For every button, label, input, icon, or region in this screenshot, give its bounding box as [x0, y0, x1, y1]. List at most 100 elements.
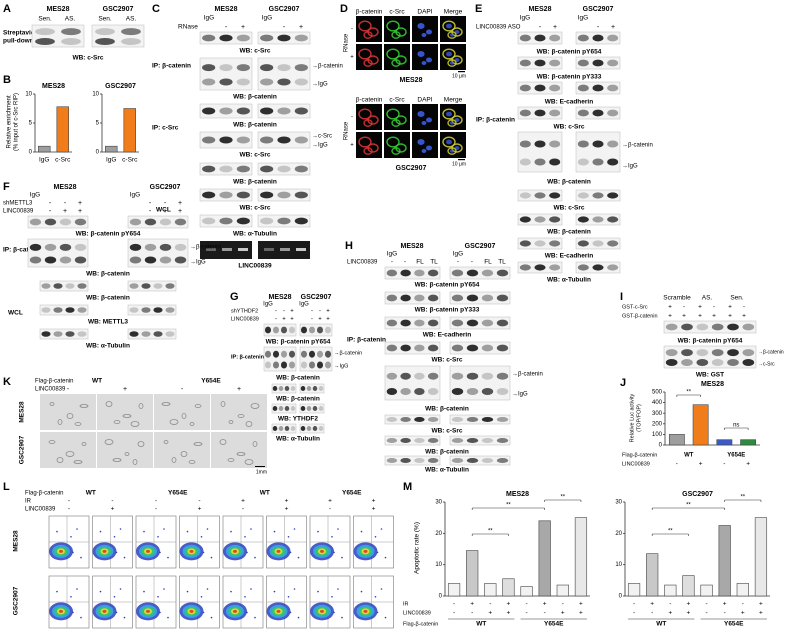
cell-label: GSC2907 [465, 243, 496, 250]
band [549, 59, 561, 67]
band [236, 107, 250, 115]
lane-sign: + [728, 304, 732, 311]
gel-band [222, 248, 232, 251]
label: c-Src [389, 97, 405, 104]
lane-sign: - [64, 200, 67, 207]
label: →IgG [312, 82, 328, 88]
label: RNase [344, 33, 350, 52]
event [76, 528, 78, 530]
event [331, 536, 333, 538]
sphere [169, 419, 179, 425]
event [380, 588, 383, 590]
band [306, 425, 312, 432]
band [236, 165, 250, 173]
lane-sign: - [283, 309, 285, 315]
band [414, 344, 425, 352]
band [466, 319, 479, 327]
blot [257, 103, 311, 119]
label: WT [86, 490, 96, 497]
lane-sign: - [49, 200, 52, 207]
band [74, 256, 87, 264]
lane-sign: + [507, 610, 511, 617]
band [742, 323, 755, 331]
blot-label: WB: α-Tubulin [425, 467, 469, 474]
label: →IgG [312, 143, 328, 149]
bar [627, 583, 641, 597]
bar [754, 517, 768, 597]
band [577, 109, 589, 117]
sphere [163, 440, 169, 444]
density [276, 549, 281, 553]
scale-bar [458, 159, 465, 161]
band [534, 216, 546, 223]
band [549, 140, 561, 148]
event [157, 596, 159, 598]
density [363, 549, 368, 553]
band [414, 319, 425, 327]
band [272, 385, 278, 392]
sphere [161, 402, 171, 406]
label: WT [476, 621, 486, 628]
blot-label: WB: β-catenin [233, 94, 277, 101]
sphere [65, 451, 75, 457]
band [260, 78, 274, 86]
band [665, 359, 678, 366]
lane-sign: AS. [65, 16, 76, 23]
label: shYTHDF2 [231, 308, 258, 314]
cell [386, 20, 400, 32]
lane-sign: - [705, 610, 707, 617]
event [293, 588, 296, 590]
band [264, 361, 272, 369]
blot-label: WB: β-catenin pY333 [415, 307, 480, 314]
band [427, 372, 439, 380]
band [466, 457, 479, 464]
blot [39, 304, 89, 316]
band [294, 34, 308, 42]
band [272, 361, 280, 369]
band [219, 64, 233, 72]
band [288, 350, 296, 358]
lane-sign: + [241, 498, 245, 505]
nucleus [426, 145, 432, 151]
event [123, 556, 126, 559]
sphere [79, 404, 89, 408]
lane-sign: + [759, 610, 763, 617]
event [331, 596, 333, 598]
lane-sign: + [650, 601, 654, 608]
band [592, 59, 604, 67]
band [496, 457, 509, 464]
event [143, 590, 145, 593]
label: DAPI [417, 9, 432, 16]
event [123, 616, 126, 619]
label: IP: c-Src [152, 125, 179, 132]
blot [663, 345, 757, 369]
band [219, 191, 233, 199]
event [273, 530, 276, 533]
band [294, 107, 308, 115]
band [451, 457, 464, 464]
significance: ** [560, 495, 565, 501]
sphere [81, 442, 87, 446]
event [297, 556, 300, 559]
label: - [351, 27, 353, 33]
lane-sign: + [111, 506, 115, 513]
band [174, 256, 187, 264]
lane-sign: + [78, 200, 82, 207]
bar [105, 145, 118, 153]
band [577, 192, 589, 199]
blot-label: WB: c-Src [72, 55, 103, 62]
lane-sign: - [705, 601, 707, 608]
event [119, 588, 122, 590]
band [44, 256, 57, 264]
label: LINC00839 ASO [476, 25, 521, 31]
event [374, 596, 377, 598]
blot [39, 328, 89, 340]
band [519, 216, 531, 223]
band [121, 28, 141, 36]
blot [449, 341, 511, 355]
event [115, 611, 118, 614]
cell [391, 119, 401, 127]
event [210, 616, 213, 619]
blot [271, 383, 297, 394]
